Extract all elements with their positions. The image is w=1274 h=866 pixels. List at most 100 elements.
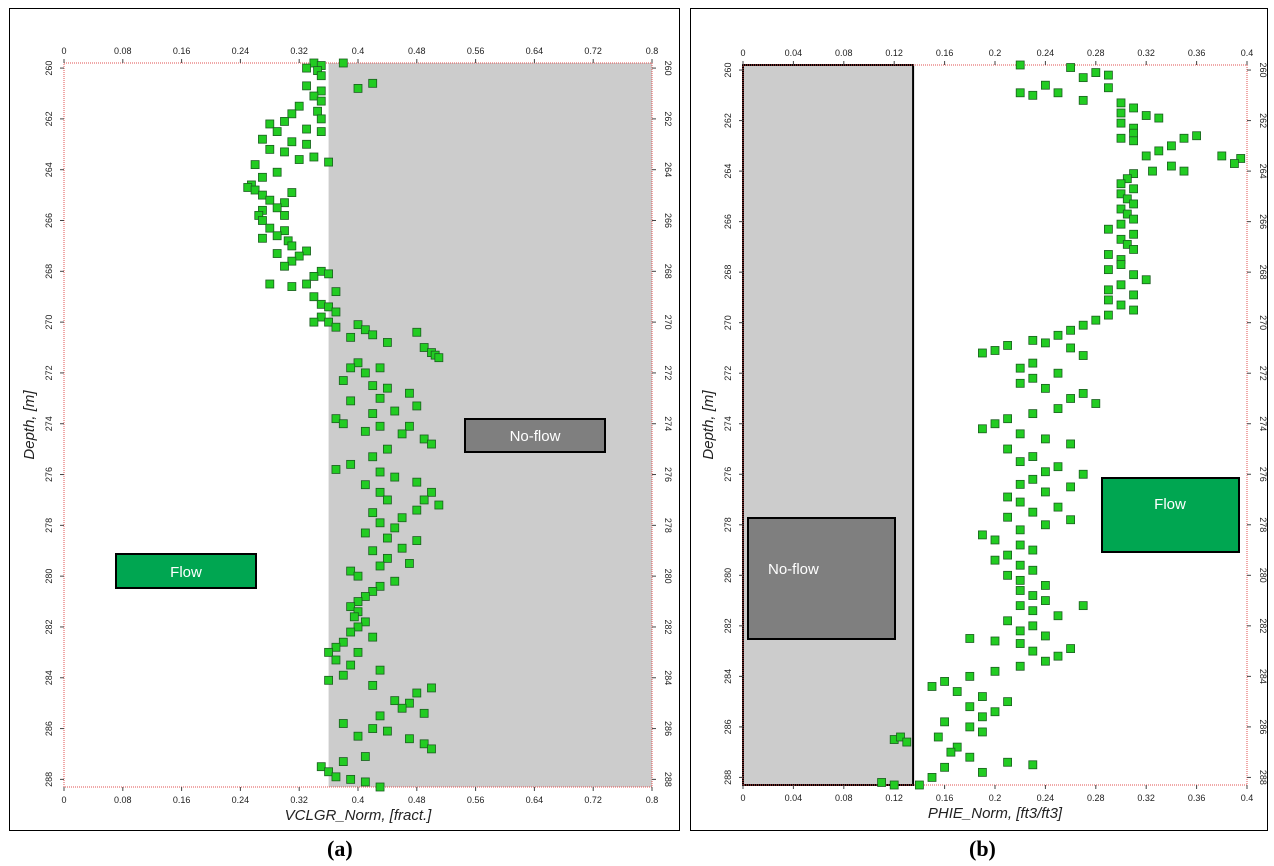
data-point bbox=[1003, 616, 1012, 626]
x-tick-label-top: 0.04 bbox=[785, 48, 803, 58]
data-point bbox=[250, 185, 260, 195]
data-point bbox=[1015, 429, 1025, 439]
data-point bbox=[1041, 631, 1050, 641]
y-tick-label-right: 274 bbox=[663, 416, 673, 431]
x-tick-label-bottom: 0.24 bbox=[1037, 793, 1055, 803]
data-point bbox=[990, 346, 1000, 355]
y-tick-label-left: 284 bbox=[723, 669, 733, 684]
data-point bbox=[1066, 644, 1075, 653]
data-point bbox=[1116, 204, 1126, 214]
data-point bbox=[978, 712, 987, 722]
data-point bbox=[1028, 507, 1038, 517]
data-point bbox=[360, 777, 370, 787]
y-tick-label-right: 276 bbox=[1258, 467, 1268, 482]
data-point bbox=[368, 546, 378, 556]
data-point bbox=[1041, 467, 1050, 477]
data-point bbox=[280, 147, 289, 157]
x-tick-label-top: 0.24 bbox=[232, 46, 250, 56]
data-point bbox=[302, 124, 311, 134]
shaded-region bbox=[743, 65, 914, 785]
y-tick-label-left: 266 bbox=[723, 214, 733, 229]
x-tick-label-top: 0.16 bbox=[936, 48, 954, 58]
data-point bbox=[946, 747, 956, 757]
data-point bbox=[368, 632, 378, 642]
data-point bbox=[368, 381, 378, 391]
y-tick-label-left: 274 bbox=[44, 416, 54, 431]
y-tick-label-left: 286 bbox=[44, 721, 54, 736]
data-point bbox=[353, 84, 363, 93]
data-point bbox=[302, 279, 311, 289]
data-point bbox=[382, 726, 392, 736]
data-point bbox=[1053, 88, 1063, 98]
data-point bbox=[1066, 394, 1075, 403]
data-point bbox=[338, 719, 348, 728]
data-point bbox=[1078, 389, 1088, 398]
data-point bbox=[1236, 154, 1246, 163]
data-point bbox=[405, 734, 414, 744]
data-point bbox=[978, 767, 987, 777]
x-tick-label-bottom: 0.32 bbox=[1137, 793, 1155, 803]
data-point bbox=[1141, 111, 1151, 120]
data-point bbox=[360, 592, 370, 601]
data-point bbox=[375, 393, 385, 403]
data-point bbox=[368, 508, 378, 518]
data-point bbox=[1053, 368, 1063, 378]
y-tick-label-right: 262 bbox=[663, 111, 673, 126]
data-point bbox=[990, 535, 1000, 545]
data-point bbox=[1066, 325, 1075, 335]
y-tick-label-left: 282 bbox=[723, 618, 733, 633]
x-tick-label-bottom: 0.36 bbox=[1188, 793, 1206, 803]
data-point bbox=[382, 338, 392, 347]
data-point bbox=[419, 739, 429, 749]
data-point bbox=[1116, 133, 1126, 143]
data-point bbox=[360, 368, 370, 378]
data-point bbox=[309, 292, 319, 302]
data-point bbox=[965, 671, 975, 681]
data-point bbox=[1091, 68, 1101, 77]
zone-label-text-left: Flow bbox=[170, 564, 202, 581]
data-point bbox=[1041, 596, 1050, 605]
data-point bbox=[990, 666, 1000, 676]
data-point bbox=[927, 682, 937, 691]
data-point bbox=[940, 762, 949, 772]
data-point bbox=[427, 487, 436, 497]
data-point bbox=[353, 731, 363, 741]
y-tick-label-left: 286 bbox=[723, 719, 733, 734]
data-point bbox=[434, 353, 444, 363]
data-point bbox=[1028, 358, 1038, 368]
x-tick-label-bottom: 0 bbox=[740, 793, 745, 803]
data-point bbox=[1053, 611, 1063, 621]
y-tick-label-left: 282 bbox=[44, 619, 54, 634]
data-point bbox=[952, 742, 962, 752]
data-point bbox=[1129, 245, 1138, 254]
data-point bbox=[1028, 90, 1038, 100]
data-point bbox=[316, 127, 326, 136]
data-point bbox=[1015, 575, 1025, 585]
data-point bbox=[1129, 305, 1138, 315]
x-tick-label-bottom: 0.4 bbox=[1241, 793, 1254, 803]
data-point bbox=[1116, 234, 1126, 244]
x-tick-label-top: 0.8 bbox=[646, 46, 659, 56]
y-tick-label-left: 280 bbox=[723, 568, 733, 583]
data-point bbox=[412, 688, 422, 698]
data-point bbox=[1129, 270, 1138, 280]
x-tick-label-bottom: 0.12 bbox=[885, 793, 903, 803]
data-point bbox=[1028, 606, 1038, 616]
data-point bbox=[346, 602, 356, 612]
data-point bbox=[1122, 239, 1132, 249]
x-tick-label-top: 0.56 bbox=[467, 46, 485, 56]
data-point bbox=[1028, 621, 1038, 631]
x-tick-label-top: 0.72 bbox=[584, 46, 602, 56]
y-tick-label-right: 270 bbox=[1258, 315, 1268, 330]
data-point bbox=[390, 576, 400, 586]
data-point bbox=[1015, 88, 1025, 98]
data-point bbox=[353, 571, 363, 581]
y-tick-label-right: 266 bbox=[1258, 214, 1268, 229]
data-point bbox=[1104, 295, 1113, 305]
data-point bbox=[382, 444, 392, 454]
y-tick-label-left: 268 bbox=[44, 264, 54, 279]
data-point bbox=[316, 71, 326, 81]
y-tick-label-right: 262 bbox=[1258, 113, 1268, 128]
data-point bbox=[1104, 310, 1113, 320]
